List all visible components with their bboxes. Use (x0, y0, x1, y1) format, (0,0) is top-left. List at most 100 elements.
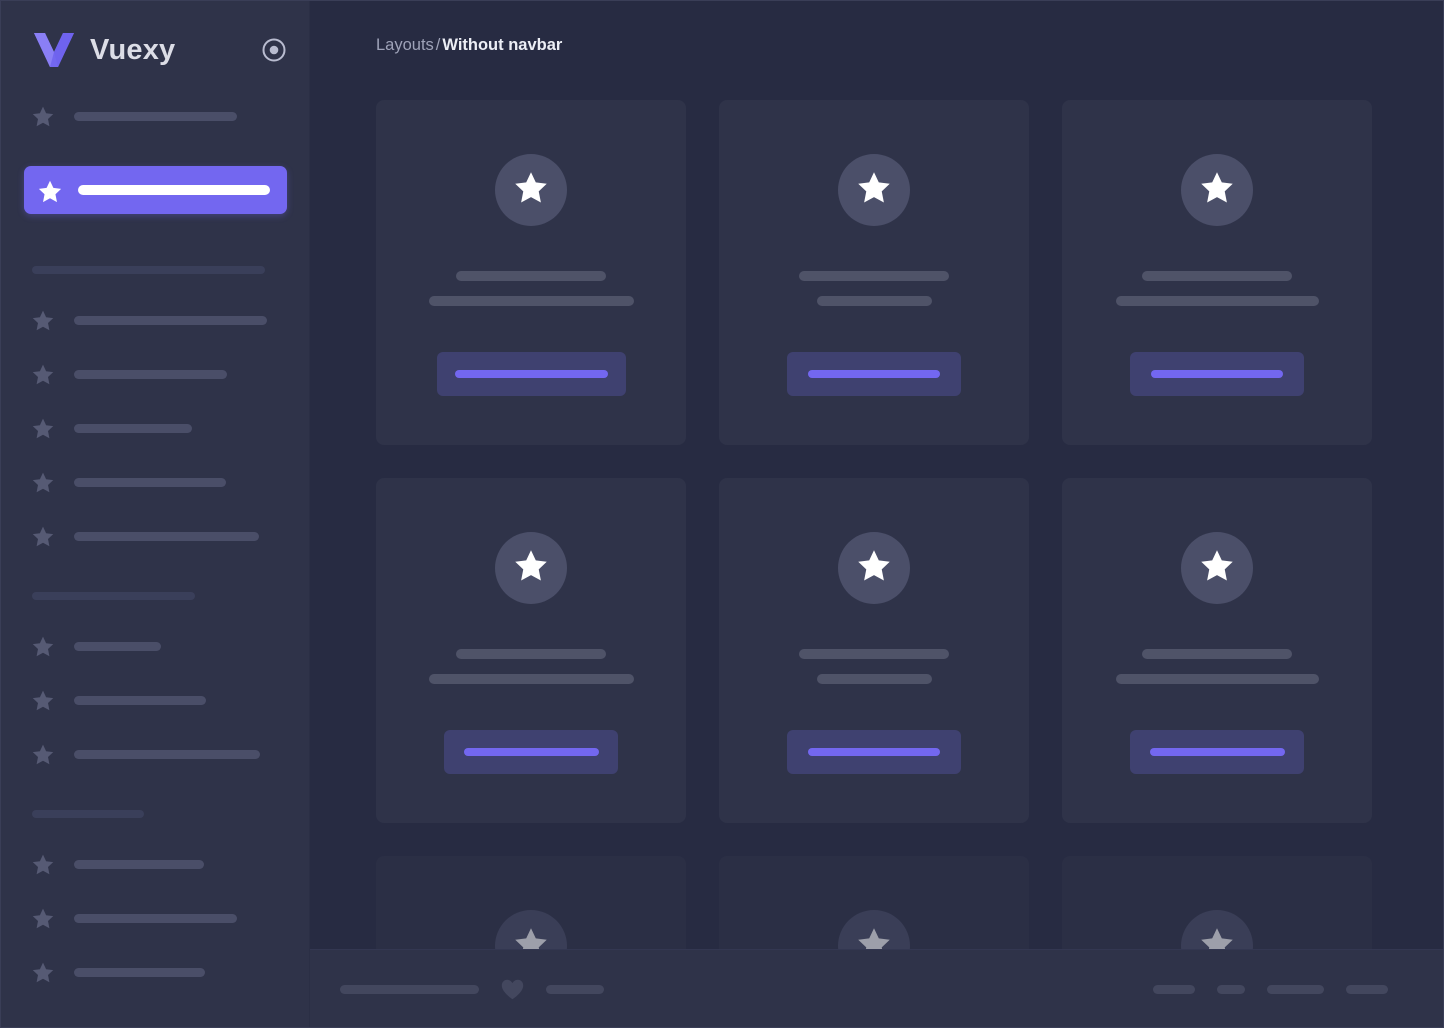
avatar (838, 532, 910, 604)
card-action-button[interactable] (1130, 730, 1304, 774)
star-icon (32, 418, 54, 439)
card-text-line (1115, 296, 1319, 306)
sidebar-item[interactable] (32, 304, 287, 336)
sidebar-item-spacer (0, 132, 309, 154)
avatar (1181, 154, 1253, 226)
card-action-button[interactable] (1130, 352, 1304, 396)
sidebar-section-divider (32, 592, 195, 600)
sidebar-item[interactable] (32, 466, 287, 498)
sidebar-item[interactable] (32, 630, 287, 662)
sidebar-item-spacer (0, 662, 309, 684)
footer-link-placeholder[interactable] (1153, 984, 1195, 994)
star-icon (32, 854, 54, 875)
sidebar-item-spacer (0, 880, 309, 902)
sidebar-header: Vuexy (0, 0, 309, 100)
sidebar-group-spacer (0, 818, 309, 848)
star-icon (514, 549, 548, 587)
card-text-line (456, 649, 606, 659)
card-button-label-placeholder (1151, 370, 1283, 378)
footer-link-placeholder[interactable] (1217, 984, 1245, 994)
content-card[interactable] (1062, 100, 1372, 445)
breadcrumb-current: Without navbar (442, 36, 563, 54)
sidebar-item-label-placeholder (74, 423, 192, 433)
sidebar-item-label-placeholder (74, 913, 237, 923)
card-action-button[interactable] (436, 352, 626, 396)
card-text-placeholders (1062, 649, 1372, 684)
vuexy-v-logo-icon (32, 30, 76, 70)
sidebar-item[interactable] (32, 358, 287, 390)
sidebar-item-label-placeholder (74, 477, 226, 487)
star-icon (32, 472, 54, 493)
content-card[interactable] (376, 478, 686, 823)
content-card[interactable] (1062, 478, 1372, 823)
star-icon (32, 690, 54, 711)
star-icon (32, 364, 54, 385)
sidebar-item-spacer (0, 390, 309, 412)
content-card[interactable] (719, 478, 1029, 823)
breadcrumb-parent[interactable]: Layouts (376, 36, 434, 54)
sidebar-group-spacer (0, 274, 309, 304)
star-icon (38, 180, 62, 202)
sidebar-item[interactable] (32, 412, 287, 444)
card-text-line (428, 674, 634, 684)
card-action-button[interactable] (787, 730, 961, 774)
sidebar-item-label-placeholder (78, 185, 270, 195)
star-icon (514, 171, 548, 209)
avatar (495, 154, 567, 226)
star-icon (32, 526, 54, 547)
sidebar-section-divider (32, 810, 144, 818)
card-button-label-placeholder (463, 748, 599, 756)
content-card[interactable] (719, 100, 1029, 445)
footer-link-placeholder[interactable] (1346, 984, 1388, 994)
card-text-placeholders (719, 649, 1029, 684)
card-action-button[interactable] (444, 730, 618, 774)
sidebar-item[interactable] (32, 100, 287, 132)
card-grid (376, 100, 1378, 1028)
sidebar-item-label-placeholder (74, 859, 204, 869)
sidebar-group-spacer (0, 552, 309, 592)
card-action-button[interactable] (787, 352, 961, 396)
star-icon (1200, 549, 1234, 587)
footer-text-placeholder (340, 984, 479, 994)
card-text-line (428, 296, 634, 306)
sidebar-item-active[interactable] (24, 166, 287, 214)
card-button-label-placeholder (808, 370, 940, 378)
sidebar-group-spacer (0, 600, 309, 630)
footer-right-group (1153, 984, 1388, 994)
sidebar-group-spacer (0, 226, 309, 266)
sidebar-item[interactable] (32, 684, 287, 716)
sidebar-item-label-placeholder (74, 695, 206, 705)
card-text-line (816, 296, 932, 306)
star-icon (32, 962, 54, 983)
sidebar-section-divider (32, 266, 265, 274)
footer-text-placeholder (546, 984, 604, 994)
sidebar-item[interactable] (32, 956, 287, 988)
card-text-placeholders (1062, 271, 1372, 306)
heart-icon (501, 979, 524, 1000)
card-text-placeholders (719, 271, 1029, 306)
content-card[interactable] (376, 100, 686, 445)
star-icon (857, 171, 891, 209)
pin-circle-dot-icon[interactable] (261, 37, 287, 63)
avatar (838, 154, 910, 226)
star-icon (32, 310, 54, 331)
sidebar-item[interactable] (32, 520, 287, 552)
sidebar-item-label-placeholder (74, 531, 259, 541)
sidebar-item-label-placeholder (74, 369, 227, 379)
footer-link-placeholder[interactable] (1267, 984, 1324, 994)
card-button-label-placeholder (454, 370, 608, 378)
footer-left-group (340, 979, 1153, 1000)
star-icon (857, 549, 891, 587)
card-text-line (456, 271, 606, 281)
card-button-label-placeholder (808, 748, 940, 756)
sidebar-item-label-placeholder (74, 111, 237, 121)
star-icon (32, 908, 54, 929)
sidebar-item-label-placeholder (74, 315, 267, 325)
star-icon (32, 744, 54, 765)
sidebar-item-label-placeholder (74, 967, 205, 977)
sidebar-item[interactable] (32, 902, 287, 934)
sidebar-item[interactable] (32, 848, 287, 880)
sidebar-item[interactable] (32, 738, 287, 770)
card-text-placeholders (376, 649, 686, 684)
